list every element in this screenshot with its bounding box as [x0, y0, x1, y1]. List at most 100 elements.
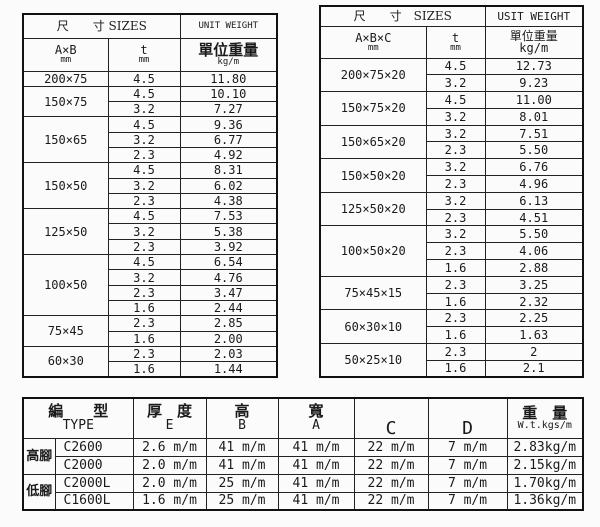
- weight-cell: 12.73: [484, 57, 584, 76]
- size-cell: 150×50×20: [319, 158, 427, 193]
- size-cell: 200×75×20: [319, 57, 427, 93]
- thickness-cell: 4.5: [107, 85, 181, 103]
- unit-weight-header: USIT WEIGHT: [484, 5, 584, 27]
- table-row: 50×25×10 2.3 2: [319, 343, 584, 378]
- a-cell: 41 m/m: [277, 473, 355, 493]
- weight-cell: 6.02: [179, 177, 278, 194]
- thickness-cell: 2.3: [107, 315, 181, 332]
- thickness-cell: 1.6: [425, 326, 486, 345]
- type-cell: C2000L: [54, 473, 134, 493]
- table-row: 125×50 4.5 7.53: [22, 208, 278, 256]
- leg-type-label: 低腳: [22, 473, 56, 511]
- type-header: 編 型 TYPE: [22, 397, 134, 439]
- e-cell: 2.6 m/m: [132, 437, 207, 457]
- thickness-cell: 2.3: [107, 345, 181, 363]
- weight-cell: 1.63: [484, 326, 584, 345]
- weight-cell: 2.32: [484, 292, 584, 311]
- weight-cell: 10.10: [179, 85, 278, 103]
- thickness-cell: 1.6: [107, 361, 181, 378]
- size-cell: 150×75: [22, 85, 109, 118]
- size-cell: 150×50: [22, 162, 109, 210]
- weight-cell: 8.01: [484, 107, 584, 126]
- size-cell: 60×30: [22, 345, 109, 378]
- d-cell: 7 m/m: [427, 455, 508, 475]
- thickness-cell: 2.3: [107, 192, 181, 210]
- weight-cell: 4.06: [484, 242, 584, 261]
- size-cell: 200×75: [22, 70, 109, 87]
- thickness-cell: 2.3: [107, 238, 181, 256]
- thickness-cell: 1.6: [425, 259, 486, 277]
- weight-cell: 6.13: [484, 191, 584, 210]
- unit-weight-header: UNIT WEIGHT: [179, 13, 278, 39]
- weight-unit-header: 單位重量 kg/m: [179, 37, 278, 72]
- weight-cell: 2.85: [179, 315, 278, 332]
- table-row: 150×65×20 3.2 7.51: [319, 124, 584, 160]
- a-cell: 41 m/m: [277, 437, 355, 457]
- table-row: 2.3 4.51: [320, 208, 584, 227]
- dim-header: A×B mm: [22, 37, 109, 72]
- table-row: 1.6 2.32: [320, 292, 584, 311]
- type-cell: C2000: [54, 455, 134, 475]
- thickness-cell: 3.2: [425, 158, 486, 177]
- weight-cell: 5.50: [484, 225, 584, 244]
- size-cell: 150×75×20: [319, 91, 427, 126]
- thickness-cell: 3.2: [425, 191, 486, 210]
- thickness-cell: 3.2: [107, 269, 181, 286]
- d-cell: 7 m/m: [427, 437, 508, 457]
- weight-cell: 7.53: [179, 208, 278, 225]
- leg-type-label: 高腳: [22, 437, 56, 475]
- thickness-cell: 3.2: [425, 124, 486, 143]
- weight-unit-header: 單位重量 kg/m: [484, 25, 584, 59]
- weight-cell: 3.92: [179, 238, 278, 256]
- table-row: 100×50×20 3.2 5.50: [319, 225, 584, 277]
- weight-cell: 8.31: [179, 162, 278, 179]
- weight-cell: 11.00: [484, 91, 584, 109]
- thickness-cell: 1.6: [107, 299, 181, 317]
- weight-cell: 2.25: [484, 309, 584, 328]
- table-row: 2.3 4.38: [23, 192, 278, 210]
- table-row: 1.6 1.44: [23, 361, 278, 378]
- weight-cell: 2: [484, 343, 584, 361]
- thickness-cell: 4.5: [107, 70, 181, 87]
- weight-cell: 1.36kg/m: [506, 491, 584, 511]
- size-cell: 150×65×20: [319, 124, 427, 160]
- size-cell: 75×45×15: [319, 275, 427, 311]
- type-cell: C1600L: [54, 491, 134, 511]
- table-row: 1.6 2.00: [23, 330, 278, 347]
- a-cell: 41 m/m: [277, 455, 355, 475]
- table-row: 150×75 4.5 10.10: [22, 85, 278, 118]
- thickness-cell: 3.2: [425, 74, 486, 93]
- weight-cell: 2.44: [179, 299, 278, 317]
- thickness-cell: 3.2: [425, 225, 486, 244]
- table-row: 125×50×20 3.2 6.13: [319, 191, 584, 227]
- thickness-cell: 4.5: [425, 91, 486, 109]
- weight-cell: 4.38: [179, 192, 278, 210]
- thickness-cell: 2.3: [107, 284, 181, 301]
- thickness-cell: 3.2: [425, 107, 486, 126]
- thickness-cell: 2.3: [425, 175, 486, 193]
- thickness-cell: 4.5: [107, 162, 181, 179]
- size-cell: 75×45: [22, 315, 109, 347]
- d-cell: 7 m/m: [427, 473, 508, 493]
- sizes-header: 尺 寸 SIZES: [22, 13, 181, 39]
- weight-cell: 6.77: [179, 131, 278, 148]
- table-row: 100×50 4.5 6.54: [22, 254, 278, 317]
- table-row: 150×65 4.5 9.36: [22, 116, 278, 164]
- b-cell: 41 m/m: [205, 455, 279, 475]
- size-cell: 50×25×10: [319, 343, 427, 378]
- sizes-header: 尺 寸 SIZES: [319, 5, 486, 27]
- a-cell: 41 m/m: [277, 491, 355, 511]
- weight-cell: 5.38: [179, 223, 278, 240]
- weight-cell: 4.76: [179, 269, 278, 286]
- table-row: 60×30×10 2.3 2.25: [319, 309, 584, 345]
- c-cell: 22 m/m: [353, 473, 429, 493]
- type-cell: C2600: [54, 437, 134, 457]
- table-row: 75×45 2.3 2.85: [22, 315, 278, 347]
- weight-cell: 6.54: [179, 254, 278, 271]
- thickness-cell: 2.3: [425, 343, 486, 361]
- thickness-cell: 4.5: [425, 57, 486, 76]
- thickness-header: t mm: [425, 25, 486, 59]
